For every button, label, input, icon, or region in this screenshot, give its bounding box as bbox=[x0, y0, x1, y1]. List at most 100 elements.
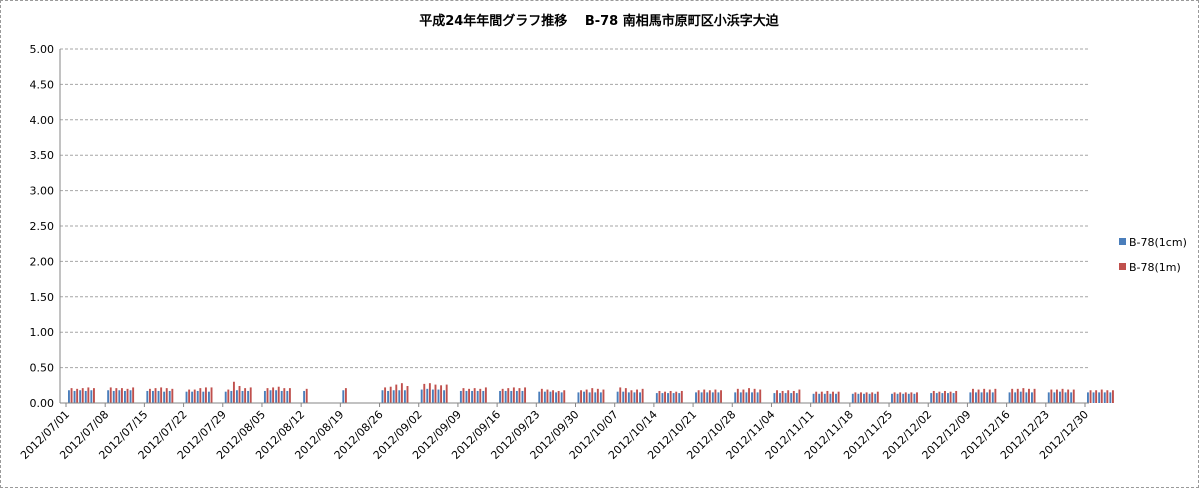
bar-1cm bbox=[655, 393, 658, 403]
bar-1m bbox=[1033, 388, 1036, 403]
y-tick-label: 2.50 bbox=[30, 220, 55, 233]
bar-1m bbox=[977, 389, 980, 403]
bar-1m bbox=[232, 381, 235, 403]
bar-1m bbox=[148, 388, 151, 403]
bar-1m bbox=[860, 392, 862, 403]
bar-1m bbox=[76, 388, 79, 403]
bar-1cm bbox=[751, 392, 753, 403]
bar-1m bbox=[837, 391, 840, 403]
bar-1cm bbox=[913, 393, 916, 403]
bar-1m bbox=[1089, 390, 1092, 403]
bar-1m bbox=[507, 388, 510, 403]
bar-1cm bbox=[1109, 392, 1112, 403]
bar-1cm bbox=[639, 392, 641, 403]
bar-1m bbox=[524, 387, 527, 403]
bar-1cm bbox=[263, 390, 266, 403]
bar-1cm bbox=[678, 393, 681, 403]
bar-1cm bbox=[555, 392, 558, 403]
bar-1cm bbox=[476, 390, 479, 403]
bar-1m bbox=[434, 384, 437, 403]
bar-1cm bbox=[975, 392, 977, 403]
bar-1m bbox=[445, 384, 448, 403]
bar-1m bbox=[512, 387, 515, 403]
bar-1m bbox=[781, 390, 784, 403]
bar-1cm bbox=[661, 393, 664, 403]
bar-1m bbox=[126, 388, 129, 403]
bar-1m bbox=[227, 389, 230, 403]
bar-1cm bbox=[90, 390, 93, 403]
bar-1m bbox=[473, 388, 476, 403]
bar-1cm bbox=[510, 390, 513, 403]
bar-1cm bbox=[594, 392, 597, 403]
bar-1cm bbox=[706, 392, 709, 403]
bar-1m bbox=[714, 389, 717, 403]
bar-1m bbox=[1022, 388, 1025, 403]
bar-1m bbox=[1106, 390, 1109, 403]
bar-1cm bbox=[168, 390, 171, 403]
bar-1cm bbox=[857, 393, 860, 403]
bar-1cm bbox=[790, 393, 793, 403]
bar-1cm bbox=[79, 390, 82, 403]
bar-1cm bbox=[286, 390, 289, 403]
bar-1cm bbox=[471, 390, 474, 403]
bar-1cm bbox=[1098, 392, 1101, 403]
bar-1cm bbox=[403, 390, 406, 403]
bar-1cm bbox=[1103, 392, 1106, 403]
bar-1m bbox=[742, 389, 745, 403]
bar-1cm bbox=[616, 391, 619, 403]
bar-1cm bbox=[443, 390, 446, 403]
bar-1m bbox=[871, 392, 874, 403]
y-tick-label: 3.50 bbox=[30, 149, 55, 162]
bar-1cm bbox=[717, 392, 720, 403]
bar-1m bbox=[199, 388, 202, 403]
bar-1cm bbox=[868, 393, 871, 403]
y-tick-label: 1.00 bbox=[30, 326, 55, 339]
bar-1cm bbox=[1053, 392, 1056, 403]
bar-1cm bbox=[235, 390, 238, 403]
bar-1cm bbox=[549, 391, 552, 403]
bar-1m bbox=[518, 388, 521, 403]
bar-1m bbox=[675, 391, 678, 403]
bar-1cm bbox=[392, 390, 395, 403]
bar-1cm bbox=[499, 390, 502, 403]
bar-1m bbox=[244, 388, 247, 403]
bar-1cm bbox=[196, 390, 199, 403]
bar-1m bbox=[916, 392, 918, 403]
bar-1m bbox=[406, 386, 409, 403]
bar-1cm bbox=[1008, 392, 1011, 403]
bar-1m bbox=[580, 390, 582, 403]
bar-1cm bbox=[930, 393, 933, 403]
bar-1m bbox=[832, 391, 834, 403]
bar-1m bbox=[1050, 389, 1053, 403]
bar-1cm bbox=[941, 393, 944, 403]
bar-1cm bbox=[275, 390, 278, 403]
bar-1cm bbox=[795, 393, 798, 403]
bar-1cm bbox=[398, 390, 401, 403]
y-tick-label: 0.00 bbox=[30, 397, 55, 410]
bar-1m bbox=[904, 392, 907, 403]
bar-1m bbox=[238, 386, 241, 403]
bar-1cm bbox=[991, 392, 994, 403]
bar-1cm bbox=[577, 392, 580, 403]
bar-1m bbox=[120, 388, 123, 403]
bar-1m bbox=[1061, 388, 1064, 403]
bar-1m bbox=[389, 386, 392, 403]
bar-1m bbox=[1100, 389, 1103, 403]
bar-1m bbox=[720, 390, 722, 403]
legend-swatch bbox=[1119, 238, 1126, 245]
bar-1m bbox=[658, 390, 661, 403]
bar-1m bbox=[70, 388, 73, 403]
bar-1cm bbox=[426, 388, 429, 403]
bar-1m bbox=[87, 387, 90, 403]
bar-1cm bbox=[1092, 392, 1095, 403]
bar-1cm bbox=[599, 392, 602, 403]
bar-1m bbox=[563, 390, 566, 403]
bar-1cm bbox=[504, 390, 507, 403]
y-tick-label: 3.00 bbox=[30, 185, 55, 198]
bar-1cm bbox=[207, 391, 210, 403]
bar-1cm bbox=[627, 392, 630, 403]
bar-1m bbox=[266, 388, 269, 403]
bar-1m bbox=[171, 388, 174, 403]
